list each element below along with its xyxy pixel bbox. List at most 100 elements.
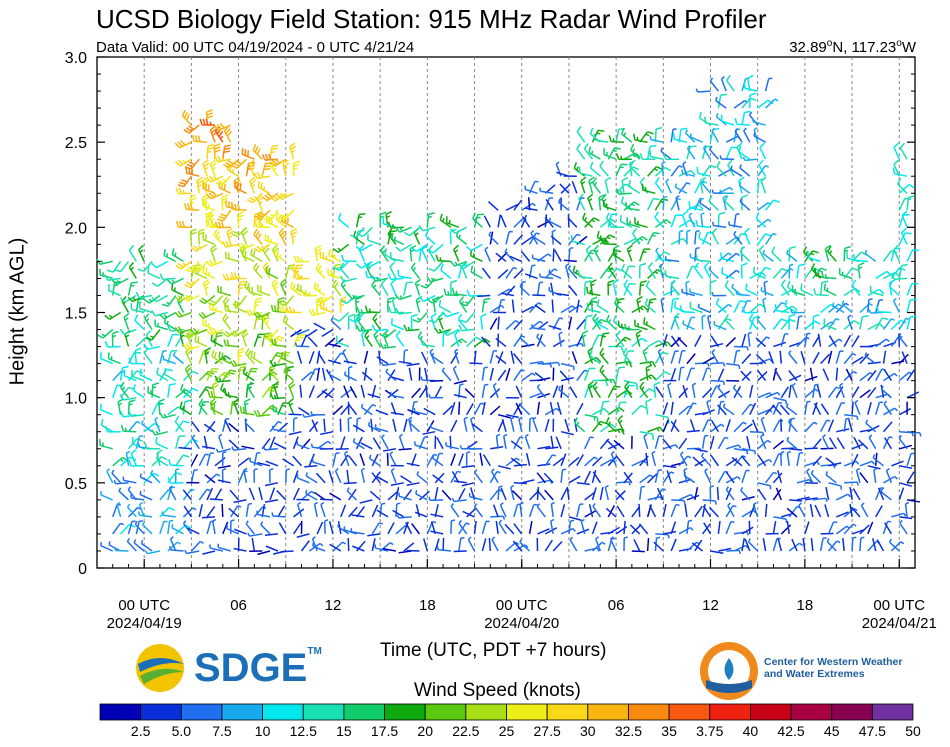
wind-barb <box>521 202 536 211</box>
wind-barb <box>733 300 747 313</box>
wind-barb <box>228 439 240 450</box>
wind-barb <box>752 266 766 280</box>
wind-barb <box>851 536 857 552</box>
wind-barb <box>480 313 487 330</box>
wind-barb <box>481 520 490 535</box>
wind-barb <box>682 320 696 331</box>
wind-barb <box>519 283 531 297</box>
wind-barb <box>851 335 860 347</box>
wind-barb <box>442 328 460 337</box>
wind-barb <box>558 385 570 399</box>
wind-barb <box>348 506 358 518</box>
wind-barb <box>757 218 772 228</box>
wind-barb <box>804 375 818 382</box>
wind-barb <box>218 181 232 194</box>
wind-barb <box>141 420 153 433</box>
wind-barb <box>709 77 719 92</box>
wind-barb <box>311 536 318 552</box>
wind-barb <box>230 328 247 338</box>
wind-barb <box>529 320 544 331</box>
wind-barb <box>521 236 533 246</box>
wind-barb <box>623 520 626 534</box>
wind-barb <box>356 540 366 552</box>
wind-barb <box>722 403 735 416</box>
wind-barb <box>355 417 361 432</box>
wind-barb <box>118 487 130 501</box>
wind-barb <box>741 403 754 416</box>
wind-barb <box>104 425 121 433</box>
wind-barb <box>436 545 451 552</box>
wind-barb <box>290 227 298 245</box>
wind-barb <box>552 457 564 467</box>
wind-barb <box>387 522 395 535</box>
wind-barb <box>230 505 242 518</box>
wind-barb <box>279 295 295 307</box>
wind-barb <box>707 314 712 330</box>
wind-barb <box>348 455 358 467</box>
wind-barb <box>528 503 538 518</box>
wind-barb <box>657 348 664 364</box>
wind-barb <box>151 382 160 398</box>
wind-barb <box>608 135 625 143</box>
wind-barb <box>521 305 534 314</box>
wind-barb <box>406 362 420 367</box>
wind-barb <box>185 346 193 364</box>
wind-barb <box>350 226 365 239</box>
wind-barb <box>804 521 810 535</box>
wind-barb <box>733 544 749 552</box>
wind-barb <box>800 283 814 297</box>
colorbar-tick-label: 40 <box>743 723 759 739</box>
wind-barb <box>678 526 694 535</box>
wind-barb <box>899 482 913 487</box>
wind-barb <box>802 538 806 552</box>
wind-barb <box>605 212 617 228</box>
wind-barb <box>339 296 347 313</box>
wind-barb <box>453 379 467 385</box>
wind-barb <box>615 153 632 161</box>
wind-barb <box>256 510 271 518</box>
wind-barb <box>457 313 468 330</box>
wind-barb <box>389 451 397 467</box>
wind-barb <box>434 472 445 484</box>
wind-barb <box>725 486 735 501</box>
wind-barb <box>536 503 546 518</box>
wind-barb <box>271 278 279 296</box>
wind-barb <box>678 455 692 467</box>
x-tick-label: 12 <box>702 597 719 614</box>
wind-barb <box>740 455 751 467</box>
wind-barb <box>320 501 326 518</box>
wind-barb <box>717 384 727 399</box>
wind-barb <box>584 509 597 518</box>
wind-barb <box>700 212 705 228</box>
wind-barb <box>525 452 531 466</box>
wind-barb <box>791 285 806 297</box>
wind-barb <box>641 183 656 195</box>
wind-barb <box>316 294 334 304</box>
wind-barb <box>898 263 908 279</box>
wind-barb <box>788 370 798 382</box>
wind-barb <box>492 382 499 398</box>
wind-barb <box>906 452 915 467</box>
longitude: 117.23 <box>851 39 897 56</box>
wind-barb <box>824 504 830 518</box>
wind-barb <box>670 401 674 415</box>
wind-barb <box>772 520 777 535</box>
wind-barb <box>614 489 625 501</box>
wind-barb <box>888 538 900 552</box>
wind-barb <box>823 283 837 297</box>
wind-barb <box>368 454 381 467</box>
wind-barb <box>139 473 153 484</box>
wind-barb <box>694 334 702 347</box>
wind-barb <box>796 451 804 466</box>
wind-barb <box>694 180 708 194</box>
wind-barb <box>328 521 334 535</box>
wind-barb <box>699 199 711 211</box>
colorbar-tick-label: 35 <box>661 723 677 739</box>
wind-barb <box>248 487 255 501</box>
wind-barb <box>301 289 318 297</box>
wind-barb <box>524 433 531 450</box>
wind-barb <box>791 538 798 552</box>
wind-barb <box>147 386 161 399</box>
wind-barb <box>679 305 695 314</box>
wind-barb <box>334 468 342 484</box>
